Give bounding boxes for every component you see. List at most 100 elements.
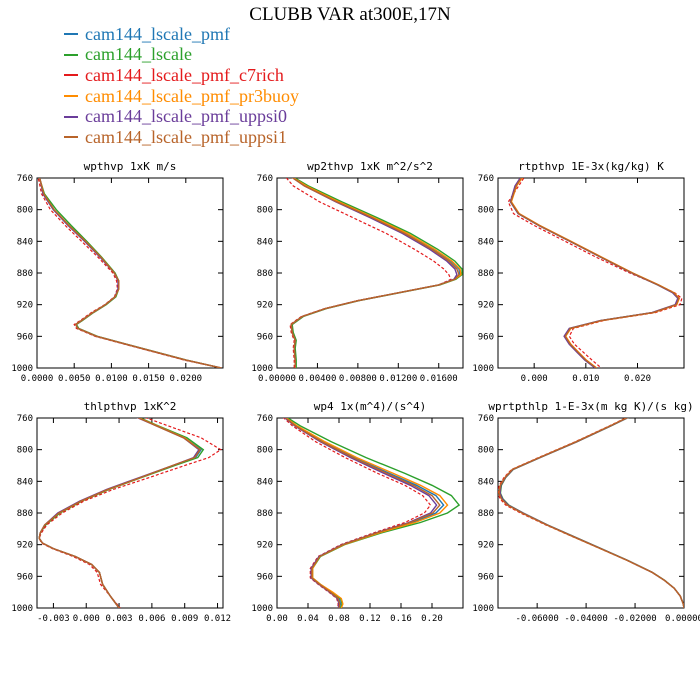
x-tick-label: 0.00800 (339, 374, 377, 384)
legend-entry: cam144_lscale_pmf_pr3buoy (64, 86, 299, 107)
x-tick-label: 0.000 (521, 374, 548, 384)
legend-entry: cam144_lscale_pmf_uppsi1 (64, 127, 299, 148)
y-tick-label: 760 (257, 174, 273, 184)
chart-panel-3: rtpthvp 1E-3x(kg/kg) K 760 800 840 880 920 960… (472, 160, 685, 384)
y-tick-label: 920 (257, 541, 273, 551)
series-line-cam144_lscale_pmf_c7rich (285, 178, 452, 368)
x-tick-label: 0.04 (297, 614, 319, 624)
y-tick-label: 880 (478, 509, 494, 519)
y-tick-label: 920 (478, 541, 494, 551)
series-line-cam144_lscale_pmf_uppsi0 (509, 178, 679, 368)
x-tick-label: 0.12 (359, 614, 381, 624)
x-tick-label: 0.012 (204, 614, 231, 624)
y-tick-label: 840 (17, 477, 33, 487)
plot-frame (36, 177, 224, 369)
x-tick-label: 0.0000 (21, 374, 54, 384)
figure-title: CLUBB VAR at300E,17N (249, 4, 451, 25)
y-tick-label: 760 (478, 174, 494, 184)
y-tick-label: 960 (478, 572, 494, 582)
series-line-cam144_lscale_pmf_uppsi1 (38, 178, 222, 368)
legend-label: cam144_lscale_pmf_pr3buoy (85, 85, 299, 106)
series-line-cam144_lscale_pmf (38, 178, 222, 368)
x-tick-label: 0.010 (572, 374, 599, 384)
y-tick-label: 920 (17, 541, 33, 551)
chart-panel-1: wpthvp 1xK m/s76080084088092096010000.00… (11, 160, 224, 384)
series-line-cam144_lscale_pmf_c7rich (38, 418, 222, 608)
x-tick-label: 0.20 (421, 614, 443, 624)
x-tick-label: 0.00 (266, 614, 288, 624)
y-tick-label: 920 (478, 301, 494, 311)
x-tick-label: 0.00400 (298, 374, 336, 384)
legend-label: cam144_lscale_pmf_uppsi0 (85, 106, 287, 127)
legend-label: cam144_lscale_pmf_uppsi1 (85, 126, 287, 147)
series-line-cam144_lscale_pmf_pr3buoy (285, 418, 449, 608)
y-tick-label: 880 (257, 269, 273, 279)
x-tick-label: 0.01600 (420, 374, 458, 384)
legend-entry: cam144_lscale_pmf_uppsi0 (64, 106, 299, 127)
legend-entry: cam144_lscale (64, 44, 299, 66)
x-tick-label: 0.003 (106, 614, 133, 624)
series-line-cam144_lscale_pmf_pr3buoy (510, 178, 681, 368)
panel-title: wprtpthlp 1-E-3x(m kg K)/(s kg) (488, 400, 693, 413)
series-line-cam144_lscale_pmf (498, 418, 684, 608)
chart-panel-2: wp2thvp 1xK m^2/s^2 760 800 840 880 920 960 100… (251, 160, 464, 384)
y-tick-label: 760 (17, 414, 33, 424)
y-tick-label: 960 (478, 332, 494, 342)
plot-frame (276, 177, 464, 369)
x-tick-label: 0.0150 (132, 374, 165, 384)
legend-swatch (64, 33, 78, 36)
y-tick-label: 760 (17, 174, 33, 184)
y-tick-label: 960 (257, 332, 273, 342)
series-line-cam144_lscale_pmf_uppsi0 (290, 178, 458, 368)
x-tick-label: 0.01200 (379, 374, 417, 384)
y-tick-label: 880 (17, 269, 33, 279)
y-tick-label: 960 (17, 572, 33, 582)
x-tick-label: 0.006 (138, 614, 165, 624)
series-line-cam144_lscale_pmf_uppsi1 (284, 418, 441, 608)
legend-swatch (64, 95, 78, 98)
y-tick-label: 1000 (251, 604, 273, 614)
panel-title: rtpthvp 1E-3x(kg/kg) K (518, 160, 664, 173)
plot-frame (497, 417, 685, 609)
x-tick-label: 0.000 (73, 614, 100, 624)
y-tick-label: 960 (17, 332, 33, 342)
y-tick-label: 760 (257, 414, 273, 424)
series-line-cam144_lscale (499, 418, 684, 608)
y-tick-label: 800 (17, 446, 33, 456)
series-line-cam144_lscale_pmf_c7rich (498, 418, 684, 608)
y-tick-label: 800 (257, 206, 273, 216)
y-tick-label: 840 (17, 237, 33, 247)
series-line-cam144_lscale_pmf_uppsi0 (38, 178, 222, 368)
x-tick-label: 0.009 (171, 614, 198, 624)
series-line-cam144_lscale_pmf_uppsi0 (499, 418, 684, 608)
y-tick-label: 880 (257, 509, 273, 519)
legend-swatch (64, 136, 78, 139)
plot-frame (497, 177, 685, 369)
legend-swatch (64, 53, 78, 56)
series-line-cam144_lscale_pmf_uppsi1 (498, 418, 684, 608)
legend-entry: cam144_lscale_pmf (64, 24, 299, 45)
y-tick-label: 1000 (11, 604, 33, 614)
y-tick-label: 920 (257, 301, 273, 311)
y-tick-label: 960 (257, 572, 273, 582)
series-line-cam144_lscale_pmf_c7rich (507, 178, 683, 368)
panel-title: wpthvp 1xK m/s (84, 160, 177, 173)
series-line-cam144_lscale (291, 178, 463, 368)
x-tick-label: 0.08 (328, 614, 350, 624)
legend-label: cam144_lscale_pmf (85, 23, 230, 44)
chart-panel-4: thlpthvp 1xK^2 760 800 840 880 920 960 1000 -0.0… (11, 400, 231, 624)
y-tick-label: 1000 (251, 364, 273, 374)
x-tick-label: 0.00000 (665, 614, 700, 624)
y-tick-label: 880 (478, 269, 494, 279)
y-tick-label: 1000 (11, 364, 33, 374)
panel-title: wp4 1x(m^4)/(s^4) (314, 400, 427, 413)
legend-swatch (64, 74, 78, 77)
x-tick-label: 0.0050 (58, 374, 91, 384)
series-line-cam144_lscale_pmf_uppsi1 (38, 418, 201, 608)
series-line-cam144_lscale (509, 178, 680, 368)
legend-label: cam144_lscale_pmf_c7rich (85, 64, 284, 85)
x-tick-label: -0.06000 (515, 614, 558, 624)
chart-panel-6: wprtpthlp 1-E-3x(m kg K)/(s kg)760 800 840… (472, 400, 700, 624)
legend-swatch (64, 115, 78, 118)
